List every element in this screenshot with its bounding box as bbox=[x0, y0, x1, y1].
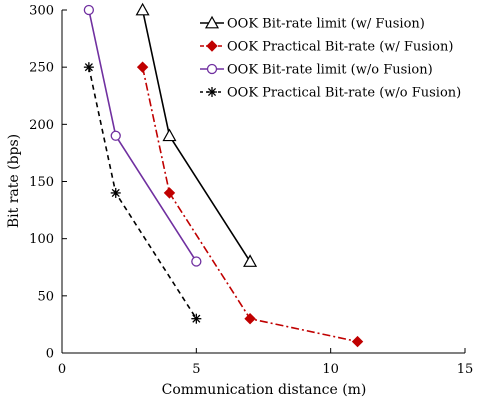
series-1 bbox=[135, 2, 258, 267]
data-point bbox=[83, 4, 95, 16]
x-tick-label: 15 bbox=[457, 362, 474, 377]
x-tick-label: 5 bbox=[192, 362, 200, 377]
legend-item: OOK Bit-rate limit (w/o Fusion) bbox=[200, 63, 433, 78]
axes bbox=[61, 10, 465, 354]
series-line bbox=[88, 66, 198, 320]
series-line bbox=[88, 9, 198, 262]
data-point bbox=[206, 40, 218, 52]
x-axis-title: Communication distance (m) bbox=[162, 382, 367, 398]
legend-item: OOK Practical Bit-rate (w/o Fusion) bbox=[200, 86, 461, 101]
data-point bbox=[83, 62, 94, 73]
data-point bbox=[191, 313, 202, 324]
series-3 bbox=[83, 4, 202, 267]
data-point bbox=[243, 254, 258, 267]
legend-item: OOK Practical Bit-rate (w/ Fusion) bbox=[200, 40, 453, 55]
data-point bbox=[206, 63, 218, 75]
legend-item: OOK Bit-rate limit (w/ Fusion) bbox=[200, 15, 425, 32]
x-tick-label: 10 bbox=[322, 362, 339, 377]
data-point bbox=[191, 256, 202, 267]
y-tick-label: 300 bbox=[29, 4, 54, 19]
series bbox=[83, 2, 364, 348]
data-point bbox=[207, 87, 217, 97]
legend-label: OOK Practical Bit-rate (w/ Fusion) bbox=[227, 40, 453, 55]
y-tick-label: 100 bbox=[29, 232, 54, 247]
series-line bbox=[141, 66, 358, 343]
data-point bbox=[110, 187, 121, 198]
data-point bbox=[135, 2, 150, 16]
data-point bbox=[110, 130, 121, 141]
y-tick-label: 150 bbox=[29, 175, 54, 190]
y-axis-title: Bit rate (bps) bbox=[6, 134, 22, 228]
data-point bbox=[204, 15, 220, 29]
y-tick-label: 50 bbox=[37, 289, 54, 304]
legend: OOK Bit-rate limit (w/ Fusion) OOK Practi… bbox=[200, 15, 461, 101]
x-tick-label: 0 bbox=[58, 362, 66, 377]
legend-label: OOK Bit-rate limit (w/o Fusion) bbox=[227, 63, 433, 78]
series-4 bbox=[83, 62, 202, 324]
ticks: 0 50 100 150 200 250 300 0 5 10 15 bbox=[29, 4, 473, 378]
series-2 bbox=[136, 61, 364, 348]
data-point bbox=[351, 335, 364, 348]
data-point bbox=[163, 187, 176, 199]
y-tick-label: 200 bbox=[29, 118, 54, 133]
data-point bbox=[244, 312, 256, 325]
legend-label: OOK Practical Bit-rate (w/o Fusion) bbox=[227, 86, 461, 101]
data-point bbox=[136, 61, 149, 73]
y-tick-label: 250 bbox=[29, 61, 54, 76]
legend-label: OOK Bit-rate limit (w/ Fusion) bbox=[227, 17, 425, 32]
data-point bbox=[162, 128, 177, 142]
y-tick-label: 0 bbox=[46, 347, 54, 362]
